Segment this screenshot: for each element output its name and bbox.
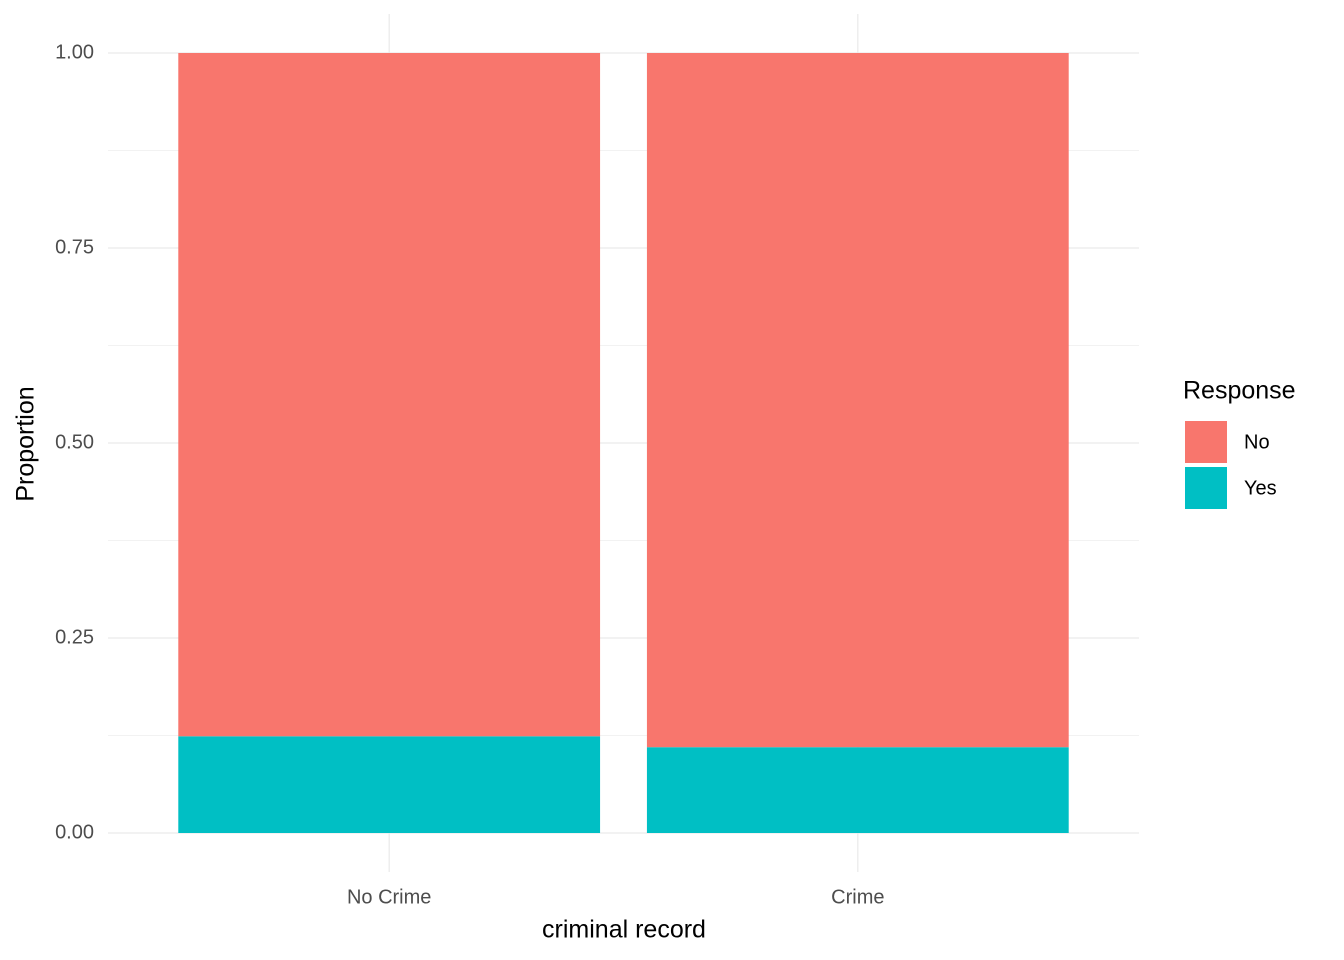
y-tick-label: 0.75: [55, 236, 94, 258]
bar-segment: [646, 747, 1069, 833]
y-tick-label: 0.50: [55, 431, 94, 453]
bar-segment: [178, 53, 601, 737]
legend-key: [1185, 467, 1227, 509]
x-tick-label: No Crime: [347, 886, 431, 908]
y-axis-title: Proportion: [12, 386, 40, 501]
y-tick-label: 0.25: [55, 626, 94, 648]
x-axis-title: criminal record: [542, 916, 706, 944]
legend-label: Yes: [1244, 477, 1277, 499]
bar-segment: [178, 736, 601, 833]
bar-segment: [646, 53, 1069, 748]
legend-key: [1185, 421, 1227, 463]
legend-label: No: [1244, 431, 1270, 453]
legend-title: Response: [1183, 377, 1296, 405]
y-tick-label: 1.00: [55, 41, 94, 63]
x-tick-label: Crime: [831, 886, 884, 908]
y-tick-label: 0.00: [55, 821, 94, 843]
